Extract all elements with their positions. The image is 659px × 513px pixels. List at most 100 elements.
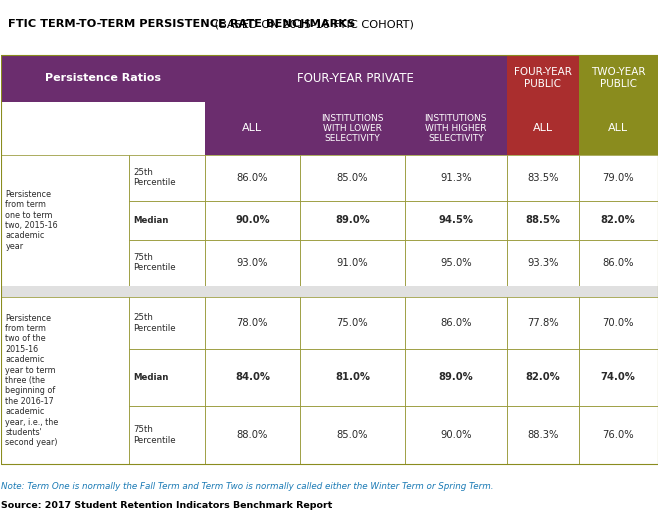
Bar	[300, 297, 405, 349]
Text: ALL: ALL	[243, 124, 262, 133]
Text: 75th
Percentile: 75th Percentile	[133, 253, 176, 272]
Text: Source: 2017 Student Retention Indicators Benchmark Report: Source: 2017 Student Retention Indicator…	[1, 501, 333, 509]
Bar	[507, 201, 579, 240]
Text: Median: Median	[133, 373, 169, 382]
Bar	[507, 155, 579, 201]
Bar	[1, 286, 658, 297]
Text: Note: Term One is normally the Fall Term and Term Two is normally called either : Note: Term One is normally the Fall Term…	[1, 482, 494, 491]
Text: FTIC TERM-TO-TERM PERSISTENCE RATE BENCHMARKS: FTIC TERM-TO-TERM PERSISTENCE RATE BENCH…	[8, 19, 355, 29]
Bar	[300, 349, 405, 406]
Bar	[129, 155, 205, 201]
Text: Persistence Ratios: Persistence Ratios	[45, 73, 161, 83]
Bar	[405, 406, 507, 464]
Text: 25th
Percentile: 25th Percentile	[133, 168, 176, 187]
Text: 90.0%: 90.0%	[235, 215, 270, 225]
Bar	[205, 201, 300, 240]
Bar	[129, 406, 205, 464]
Bar	[507, 406, 579, 464]
Text: Persistence
from term
two of the
2015-16
academic
year to term
three (the
beginn: Persistence from term two of the 2015-16…	[5, 313, 59, 447]
Bar	[579, 55, 658, 102]
Text: 93.3%: 93.3%	[527, 258, 559, 268]
Bar	[507, 102, 579, 155]
Text: 75th
Percentile: 75th Percentile	[133, 425, 176, 445]
Bar	[405, 201, 507, 240]
Bar	[300, 155, 405, 201]
Bar	[1, 102, 205, 155]
Bar	[507, 240, 579, 286]
Bar	[205, 240, 300, 286]
Bar	[1, 155, 129, 286]
Bar	[579, 406, 658, 464]
Bar	[205, 349, 300, 406]
Text: 70.0%: 70.0%	[602, 318, 634, 328]
Bar	[405, 102, 507, 155]
Text: 90.0%: 90.0%	[440, 430, 472, 440]
Bar	[205, 102, 300, 155]
Text: 91.3%: 91.3%	[440, 173, 472, 183]
Bar	[129, 240, 205, 286]
Text: 75.0%: 75.0%	[337, 318, 368, 328]
Text: 83.5%: 83.5%	[527, 173, 559, 183]
Bar	[405, 297, 507, 349]
Bar	[300, 240, 405, 286]
Text: 86.0%: 86.0%	[440, 318, 472, 328]
Text: ALL: ALL	[608, 124, 628, 133]
Text: 86.0%: 86.0%	[237, 173, 268, 183]
Bar	[579, 240, 658, 286]
Bar	[507, 297, 579, 349]
Bar	[579, 155, 658, 201]
Text: TWO-YEAR
PUBLIC: TWO-YEAR PUBLIC	[591, 68, 645, 89]
Text: 89.0%: 89.0%	[335, 215, 370, 225]
Bar	[579, 201, 658, 240]
Text: Persistence
from term
one to term
two, 2015-16
academic
year: Persistence from term one to term two, 2…	[5, 190, 58, 251]
Bar	[579, 349, 658, 406]
Text: 82.0%: 82.0%	[525, 372, 560, 383]
Text: INSTITUTIONS
WITH HIGHER
SELECTIVITY: INSTITUTIONS WITH HIGHER SELECTIVITY	[424, 113, 487, 143]
Bar	[205, 297, 300, 349]
Text: 25th
Percentile: 25th Percentile	[133, 313, 176, 332]
Bar	[129, 201, 205, 240]
Text: 84.0%: 84.0%	[235, 372, 270, 383]
Text: 91.0%: 91.0%	[337, 258, 368, 268]
Bar	[300, 406, 405, 464]
Text: 95.0%: 95.0%	[440, 258, 472, 268]
Bar	[579, 297, 658, 349]
Text: 85.0%: 85.0%	[337, 430, 368, 440]
Bar	[205, 55, 507, 102]
Bar	[129, 349, 205, 406]
Bar	[205, 155, 300, 201]
Text: 81.0%: 81.0%	[335, 372, 370, 383]
Text: 89.0%: 89.0%	[438, 372, 473, 383]
Text: 79.0%: 79.0%	[602, 173, 634, 183]
Text: FOUR-YEAR PRIVATE: FOUR-YEAR PRIVATE	[297, 72, 415, 85]
Text: 94.5%: 94.5%	[438, 215, 473, 225]
Text: 76.0%: 76.0%	[602, 430, 634, 440]
Bar	[507, 55, 579, 102]
Bar	[1, 297, 129, 464]
Text: INSTITUTIONS
WITH LOWER
SELECTIVITY: INSTITUTIONS WITH LOWER SELECTIVITY	[321, 113, 384, 143]
Bar	[205, 406, 300, 464]
Bar	[405, 240, 507, 286]
Text: 88.5%: 88.5%	[525, 215, 560, 225]
Bar	[300, 102, 405, 155]
Bar	[579, 102, 658, 155]
Text: 86.0%: 86.0%	[602, 258, 634, 268]
Bar	[1, 55, 658, 464]
Text: Median: Median	[133, 216, 169, 225]
Text: (BASED ON 2015-16 FTIC COHORT): (BASED ON 2015-16 FTIC COHORT)	[8, 19, 414, 29]
Text: 77.8%: 77.8%	[527, 318, 559, 328]
Text: 82.0%: 82.0%	[601, 215, 636, 225]
Bar	[405, 155, 507, 201]
Bar	[405, 349, 507, 406]
Text: 88.3%: 88.3%	[527, 430, 558, 440]
Text: FOUR-YEAR
PUBLIC: FOUR-YEAR PUBLIC	[514, 68, 572, 89]
Text: 93.0%: 93.0%	[237, 258, 268, 268]
Text: 85.0%: 85.0%	[337, 173, 368, 183]
Text: 88.0%: 88.0%	[237, 430, 268, 440]
Bar	[129, 297, 205, 349]
Text: 78.0%: 78.0%	[237, 318, 268, 328]
Text: 74.0%: 74.0%	[601, 372, 636, 383]
Bar	[507, 349, 579, 406]
Text: ALL: ALL	[532, 124, 553, 133]
Bar	[1, 55, 205, 102]
